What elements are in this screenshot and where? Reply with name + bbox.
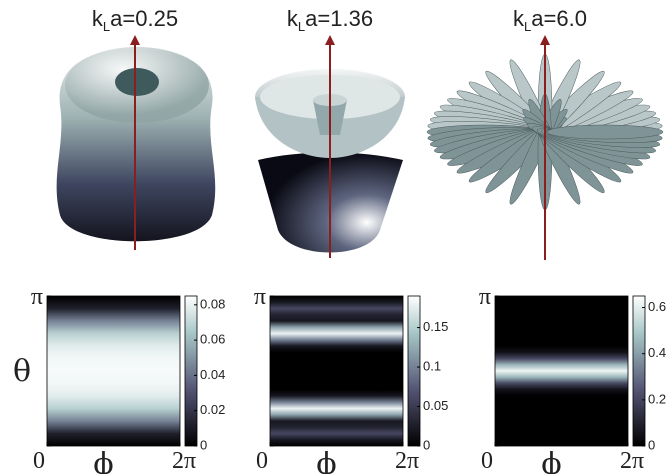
petal	[547, 125, 663, 139]
y-tick-label: π	[31, 284, 43, 310]
heatmap	[270, 296, 403, 446]
figure: kLa=0.25 π 0 2π ϕ θ 0 0.02 0.04 0.06 0.08 kLa=1.36 π…	[0, 0, 670, 474]
colorbar-tick-label: 0.6	[648, 299, 666, 314]
x-tick-label: 2π	[395, 448, 419, 474]
colorbar-tick-label: 0	[200, 437, 207, 452]
x-axis-label: ϕ	[541, 447, 561, 474]
y-axis-label: θ	[13, 354, 31, 389]
y-tick-label: π	[254, 284, 266, 310]
pattern-3d-2	[255, 40, 405, 258]
colorbar-tick-label: 0.2	[648, 391, 666, 406]
colorbar-tick-label: 0.04	[200, 367, 225, 382]
colorbar-tick-label: 0	[423, 437, 430, 452]
x-tick-label: 2π	[172, 448, 196, 474]
colorbar-tick-label: 0.1	[423, 358, 441, 373]
y-tick-label: π	[479, 284, 491, 310]
colorbar	[633, 296, 645, 446]
pattern-3d-3	[427, 40, 663, 260]
x-tick-label: 2π	[620, 448, 644, 474]
colorbar	[185, 296, 197, 446]
x-axis-label: ϕ	[93, 447, 113, 474]
colorbar-tick-label: 0	[648, 437, 655, 452]
colorbar-tick-label: 0.08	[200, 296, 225, 311]
colorbar-tick-label: 0.4	[648, 345, 666, 360]
colorbar	[408, 296, 420, 446]
colorbar-tick-label: 0.06	[200, 332, 225, 347]
colorbar-tick-label: 0.02	[200, 402, 225, 417]
x-tick-label: 0	[33, 448, 45, 474]
x-tick-label: 0	[481, 448, 493, 474]
panel-title: kLa=6.0	[513, 6, 587, 34]
x-tick-label: 0	[256, 448, 268, 474]
panel-title: kLa=0.25	[92, 6, 178, 34]
heatmap	[47, 296, 180, 446]
pattern-3d-1	[57, 40, 216, 250]
colorbar-tick-label: 0.15	[423, 319, 448, 334]
heatmap	[495, 296, 628, 446]
colorbar-tick-label: 0.05	[423, 398, 448, 413]
x-axis-label: ϕ	[316, 447, 336, 474]
panel-title: kLa=1.36	[287, 6, 373, 34]
